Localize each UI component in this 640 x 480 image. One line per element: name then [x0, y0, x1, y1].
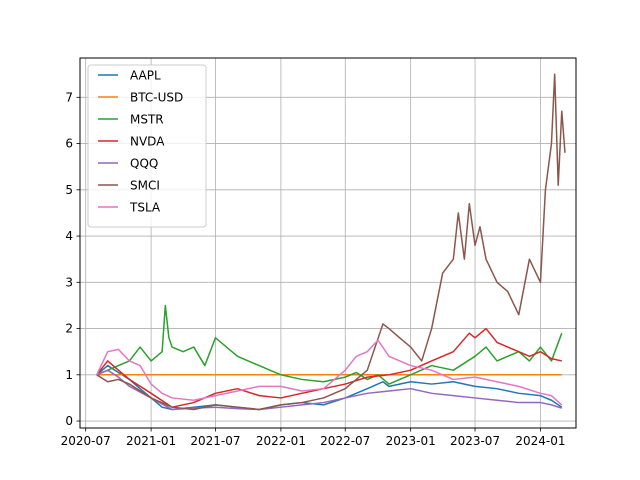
- x-axis-ticks: 2020-07 2021-01 2021-07 2022-01 2022-07 2023-…: [61, 428, 566, 448]
- y-tick-label: 0: [65, 414, 73, 428]
- x-tick-label: 2022-01: [256, 434, 306, 448]
- x-tick-label: 2023-07: [450, 434, 500, 448]
- y-tick-label: 3: [65, 275, 73, 289]
- y-axis-ticks: 0 1 2 3 4 5 6 7: [65, 90, 80, 428]
- legend-label: SMCI: [130, 179, 160, 193]
- legend-label: AAPL: [130, 69, 161, 83]
- legend-label: NVDA: [130, 135, 165, 149]
- series-line-tsla: [96, 339, 563, 406]
- x-tick-label: 2020-07: [61, 434, 111, 448]
- legend: AAPL BTC-USD MSTR NVDA QQQ SMCI TSLA: [87, 64, 207, 228]
- y-tick-label: 2: [65, 322, 73, 336]
- x-tick-label: 2021-01: [126, 434, 176, 448]
- legend-label: MSTR: [130, 113, 164, 127]
- legend-box: [87, 64, 207, 228]
- x-tick-label: 2024-01: [515, 434, 565, 448]
- x-tick-label: 2023-01: [386, 434, 436, 448]
- y-tick-label: 1: [65, 368, 73, 382]
- y-tick-label: 4: [65, 229, 73, 243]
- x-tick-label: 2021-07: [190, 434, 240, 448]
- series-line-nvda: [96, 327, 562, 408]
- y-tick-label: 5: [65, 183, 73, 197]
- plot-frame: [79, 57, 577, 429]
- y-tick-label: 7: [65, 90, 73, 104]
- x-tick-label: 2022-07: [320, 434, 370, 448]
- series-line-mstr: [96, 304, 563, 385]
- series-lines: [96, 73, 566, 411]
- series-line-smci: [96, 73, 566, 411]
- y-tick-label: 6: [65, 137, 73, 151]
- legend-label: TSLA: [129, 201, 161, 215]
- legend-label: BTC-USD: [130, 91, 183, 105]
- legend-label: QQQ: [130, 157, 158, 171]
